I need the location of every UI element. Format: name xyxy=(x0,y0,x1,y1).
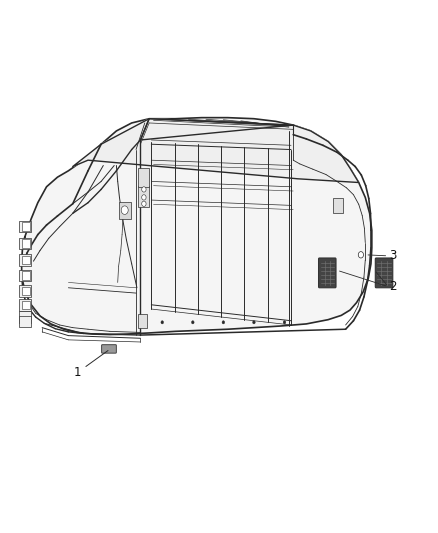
Circle shape xyxy=(283,321,286,324)
Text: 2: 2 xyxy=(389,280,396,293)
FancyBboxPatch shape xyxy=(19,270,31,281)
FancyBboxPatch shape xyxy=(102,345,117,353)
Polygon shape xyxy=(21,118,372,335)
FancyBboxPatch shape xyxy=(21,256,29,264)
Text: 1: 1 xyxy=(73,351,108,379)
Circle shape xyxy=(121,206,128,214)
Circle shape xyxy=(222,321,225,324)
FancyBboxPatch shape xyxy=(19,299,31,311)
FancyBboxPatch shape xyxy=(318,258,336,288)
FancyBboxPatch shape xyxy=(333,198,343,213)
Polygon shape xyxy=(73,119,359,182)
FancyBboxPatch shape xyxy=(119,201,131,219)
FancyBboxPatch shape xyxy=(138,314,147,328)
Circle shape xyxy=(191,321,194,324)
Circle shape xyxy=(253,321,255,324)
FancyBboxPatch shape xyxy=(19,254,31,266)
FancyBboxPatch shape xyxy=(21,239,29,248)
Circle shape xyxy=(358,252,364,258)
FancyBboxPatch shape xyxy=(19,285,31,297)
FancyBboxPatch shape xyxy=(21,271,29,280)
FancyBboxPatch shape xyxy=(19,316,31,327)
FancyBboxPatch shape xyxy=(19,311,31,323)
Text: 3: 3 xyxy=(389,249,396,262)
FancyBboxPatch shape xyxy=(19,221,31,232)
FancyBboxPatch shape xyxy=(19,238,31,249)
Circle shape xyxy=(142,195,146,200)
FancyBboxPatch shape xyxy=(138,185,149,207)
Circle shape xyxy=(161,321,163,324)
FancyBboxPatch shape xyxy=(21,222,29,231)
Circle shape xyxy=(142,201,146,206)
FancyBboxPatch shape xyxy=(21,301,29,309)
FancyBboxPatch shape xyxy=(21,287,29,295)
FancyBboxPatch shape xyxy=(375,258,393,288)
Circle shape xyxy=(142,187,146,192)
FancyBboxPatch shape xyxy=(138,168,149,187)
